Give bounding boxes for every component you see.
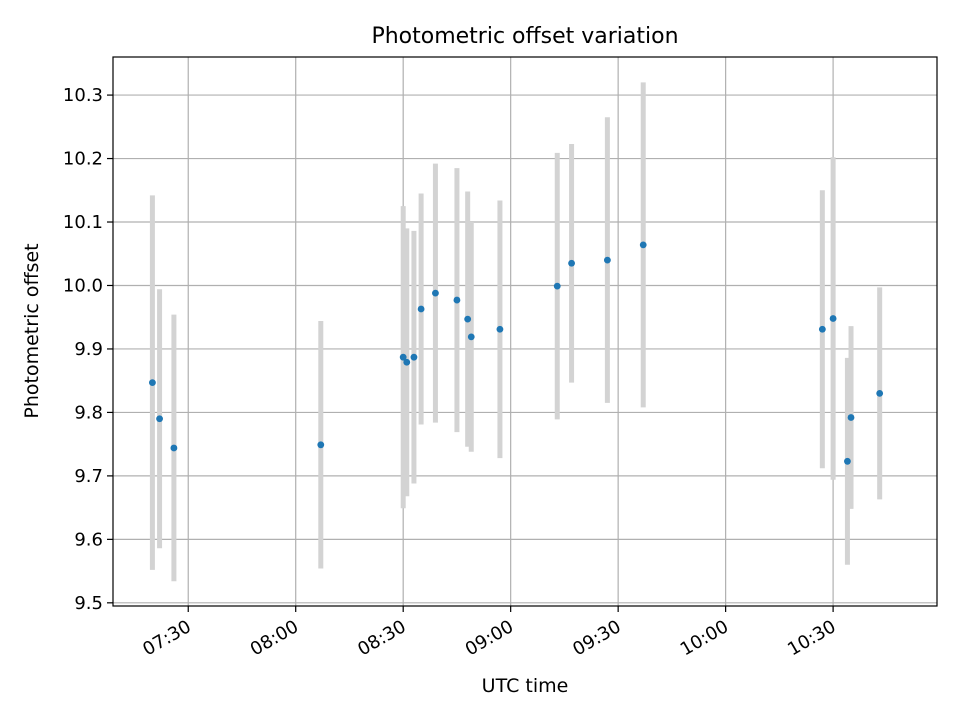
data-point — [604, 256, 611, 264]
y-tick-label: 10.1 — [63, 212, 103, 233]
data-point — [639, 241, 647, 249]
data-point — [844, 457, 851, 465]
data-point — [156, 415, 163, 423]
y-tick-label: 10.3 — [63, 85, 103, 106]
data-point — [818, 325, 826, 333]
data-point — [432, 289, 439, 297]
chart-title: Photometric offset variation — [371, 24, 678, 49]
y-tick-label: 9.8 — [74, 402, 103, 423]
data-point — [170, 444, 178, 452]
y-tick-label: 9.5 — [74, 593, 103, 614]
data-point — [403, 358, 411, 366]
y-axis-label: Photometric offset — [21, 243, 43, 418]
data-point — [553, 282, 561, 290]
data-point — [317, 441, 325, 449]
y-tick-label: 10.2 — [63, 149, 103, 170]
data-point — [410, 353, 418, 361]
plot-background — [113, 57, 937, 606]
data-point — [417, 305, 425, 313]
x-axis-label: UTC time — [482, 675, 569, 697]
y-tick-label: 9.9 — [74, 339, 103, 360]
y-axis-ticks: 9.5 9.6 9.7 9.8 9.9 10.0 10.1 10.2 10.3 — [63, 85, 113, 614]
grid-lines — [113, 57, 937, 606]
data-point — [829, 315, 837, 322]
plot-frame — [112, 56, 938, 607]
data-point — [453, 296, 461, 304]
y-tick-label: 9.6 — [74, 529, 103, 550]
data-point — [568, 259, 575, 267]
data-point — [467, 333, 475, 341]
data-point — [464, 315, 472, 323]
y-tick-label: 10.0 — [63, 275, 103, 296]
data-point — [876, 389, 884, 397]
data-point — [847, 414, 855, 421]
data-point — [149, 379, 156, 386]
data-point — [399, 353, 407, 361]
data-points — [149, 241, 884, 465]
y-tick-label: 9.7 — [74, 466, 103, 487]
data-point — [496, 325, 504, 333]
